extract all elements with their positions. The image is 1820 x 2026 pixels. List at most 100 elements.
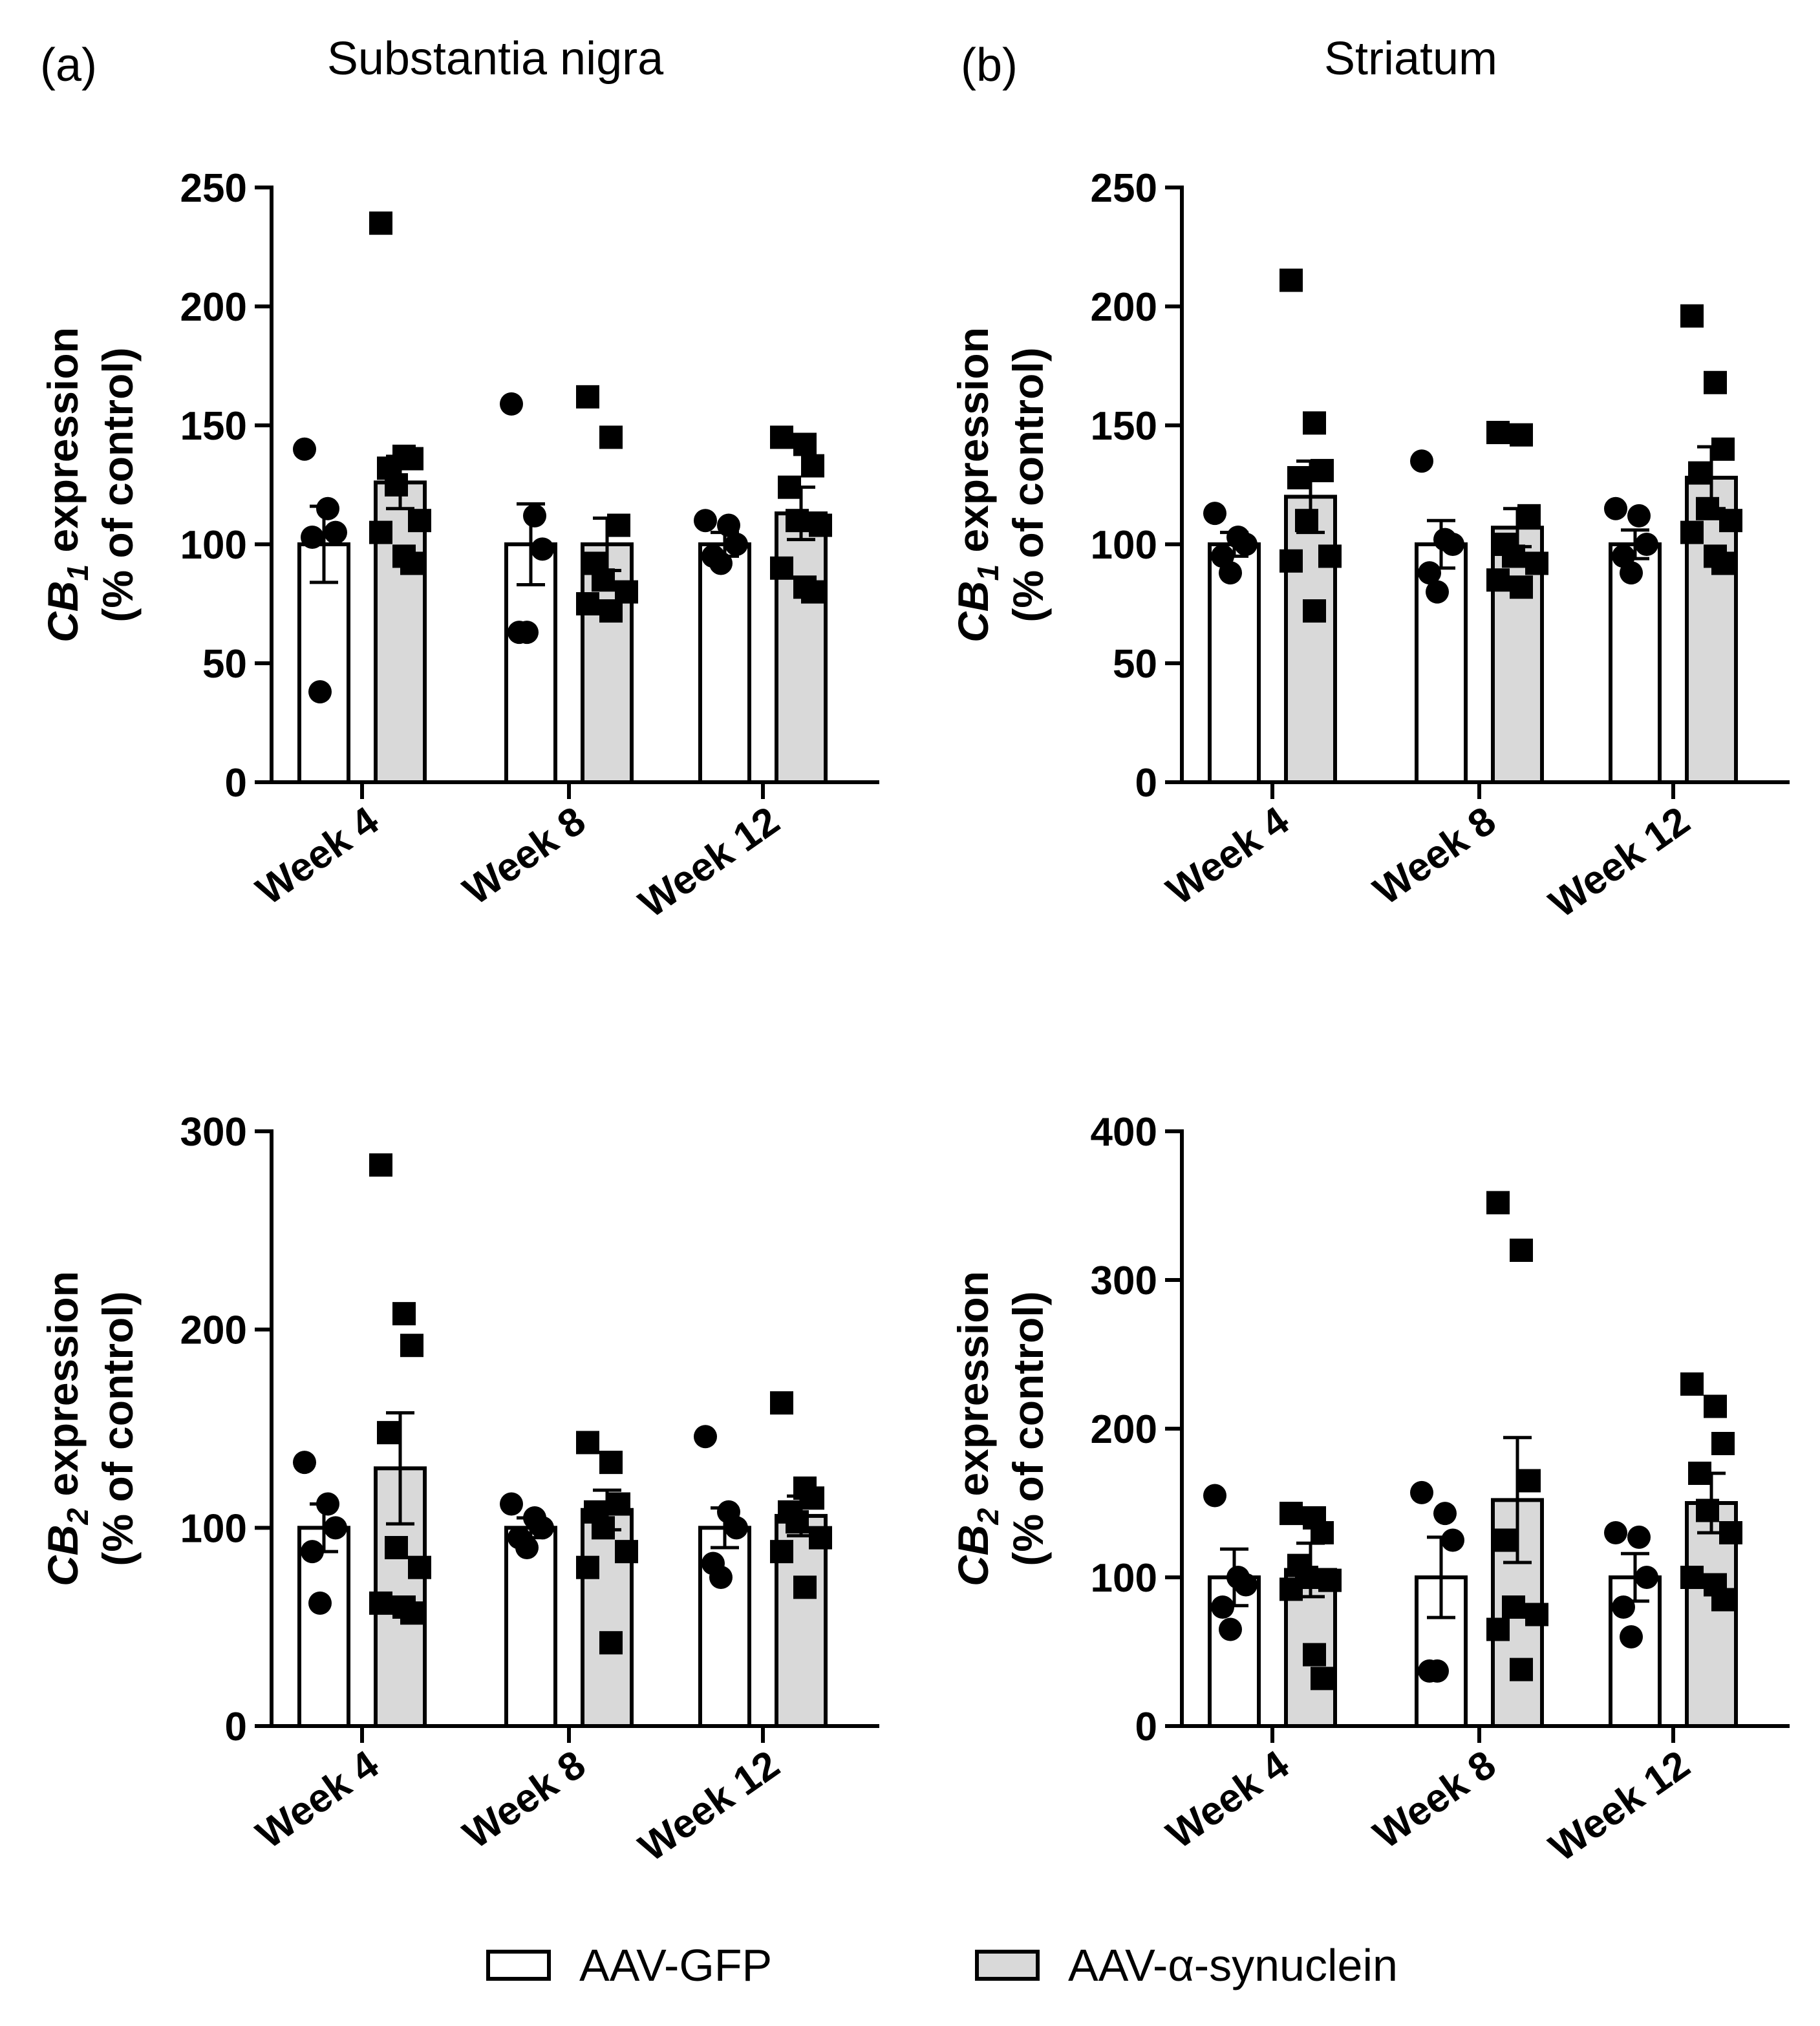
data-point <box>369 1591 392 1615</box>
data-point <box>1303 1643 1326 1667</box>
data-point <box>576 592 599 615</box>
data-point <box>392 1302 416 1326</box>
y-axis-label-line2: (% of control) <box>94 1291 142 1566</box>
data-point <box>576 385 599 409</box>
y-tick-label: 300 <box>1091 1259 1157 1303</box>
chart-a-cb1: 0 50 100 150 200 250 CB1 expression (% of contr… <box>39 166 879 926</box>
data-point <box>308 1591 332 1615</box>
data-point <box>1494 1528 1517 1552</box>
y-axis-label-gene: CB <box>39 581 87 643</box>
data-point <box>1426 1659 1449 1683</box>
y-axis-label-rest: expression <box>949 327 997 564</box>
data-point <box>1620 561 1643 585</box>
chart-b-cb1: 0 50 100 150 200 250 CB1 expression (% of contr… <box>949 166 1790 926</box>
x-tick-label-week-4: Week 4 <box>1159 1742 1297 1858</box>
data-point <box>1502 544 1525 568</box>
data-point <box>770 556 793 580</box>
data-point <box>793 432 817 456</box>
x-tick-label-week-4: Week 4 <box>248 1742 387 1858</box>
data-point <box>369 1153 392 1177</box>
chart-b-cb2: 0 100 200 300 400 CB2 expression (% of control… <box>949 1110 1790 1870</box>
data-point <box>293 437 316 461</box>
legend-label: AAV-GFP <box>579 1940 773 1990</box>
data-point <box>301 1540 324 1564</box>
data-point <box>1486 1191 1510 1215</box>
data-point <box>770 425 793 449</box>
data-point <box>1680 1372 1704 1396</box>
data-point <box>500 392 523 416</box>
data-point <box>1627 1525 1651 1549</box>
panel-title-striatum: Striatum <box>1323 33 1498 85</box>
data-point <box>324 520 347 544</box>
data-point <box>1510 575 1533 599</box>
panel-letter-a: (a) <box>40 39 97 91</box>
data-point <box>1612 1595 1635 1619</box>
data-point <box>400 447 423 471</box>
data-point <box>725 533 748 556</box>
y-axis-label-line2: (% of control) <box>94 347 142 622</box>
data-point <box>1279 1502 1303 1526</box>
x-tick-label-week-8: Week 8 <box>1365 798 1504 913</box>
data-point <box>1525 551 1548 575</box>
data-point <box>1680 520 1704 544</box>
bar-aav-gfp-week-12 <box>698 542 751 784</box>
data-point <box>717 513 740 537</box>
x-tick-label-week-12: Week 12 <box>1541 798 1698 926</box>
y-axis-label-rest: expression <box>39 327 87 564</box>
legend-item-aav-gfp: AAV-GFP <box>486 1939 772 1991</box>
data-point <box>369 520 392 544</box>
data-point <box>725 1516 748 1540</box>
data-point <box>809 1526 832 1550</box>
data-point <box>786 1510 809 1534</box>
data-point <box>1219 561 1242 585</box>
data-point <box>1279 268 1303 292</box>
y-tick-label: 250 <box>1091 166 1157 211</box>
data-point <box>576 1431 599 1455</box>
data-point <box>1441 1528 1464 1552</box>
data-point <box>801 1486 824 1510</box>
y-axis-label: CB1 expression <box>39 327 94 643</box>
data-point <box>515 621 539 645</box>
data-point <box>607 1492 630 1516</box>
data-point <box>1635 1566 1658 1589</box>
data-point <box>1719 509 1742 533</box>
y-axis-label-gene: CB <box>949 581 997 643</box>
y-axis-label-line2: (% of control) <box>1004 1291 1052 1566</box>
data-point <box>500 1492 523 1516</box>
data-point <box>1410 1480 1433 1504</box>
data-point <box>308 680 332 704</box>
data-point <box>801 580 824 604</box>
y-tick-label: 150 <box>1091 404 1157 449</box>
data-point <box>324 1516 347 1540</box>
data-point <box>1279 1577 1303 1601</box>
data-point <box>607 513 630 537</box>
data-point <box>1318 544 1342 568</box>
data-point <box>1211 1595 1234 1619</box>
data-point <box>599 1631 623 1655</box>
data-point <box>592 1516 615 1540</box>
y-tick-label: 150 <box>180 404 247 449</box>
data-point <box>1525 1603 1548 1626</box>
y-tick-label: 100 <box>1091 523 1157 568</box>
data-point <box>1295 509 1318 533</box>
data-point <box>1704 370 1727 394</box>
data-point <box>1203 502 1226 526</box>
panel-title-substantia-nigra: Substantia nigra <box>327 33 664 85</box>
y-axis-label-subscript: 2 <box>971 1508 1005 1526</box>
legend-item-aav-alpha-synuclein: AAV-α-synuclein <box>975 1939 1398 1991</box>
legend-swatch-aav-alpha-synuclein <box>975 1950 1040 1981</box>
data-point <box>1510 423 1533 447</box>
y-axis-label: CB1 expression <box>949 327 1005 643</box>
data-point <box>515 1536 539 1559</box>
data-point <box>1234 533 1258 556</box>
data-point <box>1433 1502 1457 1526</box>
data-point <box>1287 465 1311 489</box>
data-point <box>301 525 324 549</box>
bar-aav-synuclein-week-4 <box>1284 495 1337 785</box>
data-point <box>1311 458 1334 482</box>
data-point <box>1486 421 1510 445</box>
y-axis-label: CB2 expression <box>39 1271 94 1586</box>
data-point <box>599 599 623 623</box>
data-point <box>1627 504 1651 528</box>
y-tick-label: 200 <box>180 285 247 330</box>
